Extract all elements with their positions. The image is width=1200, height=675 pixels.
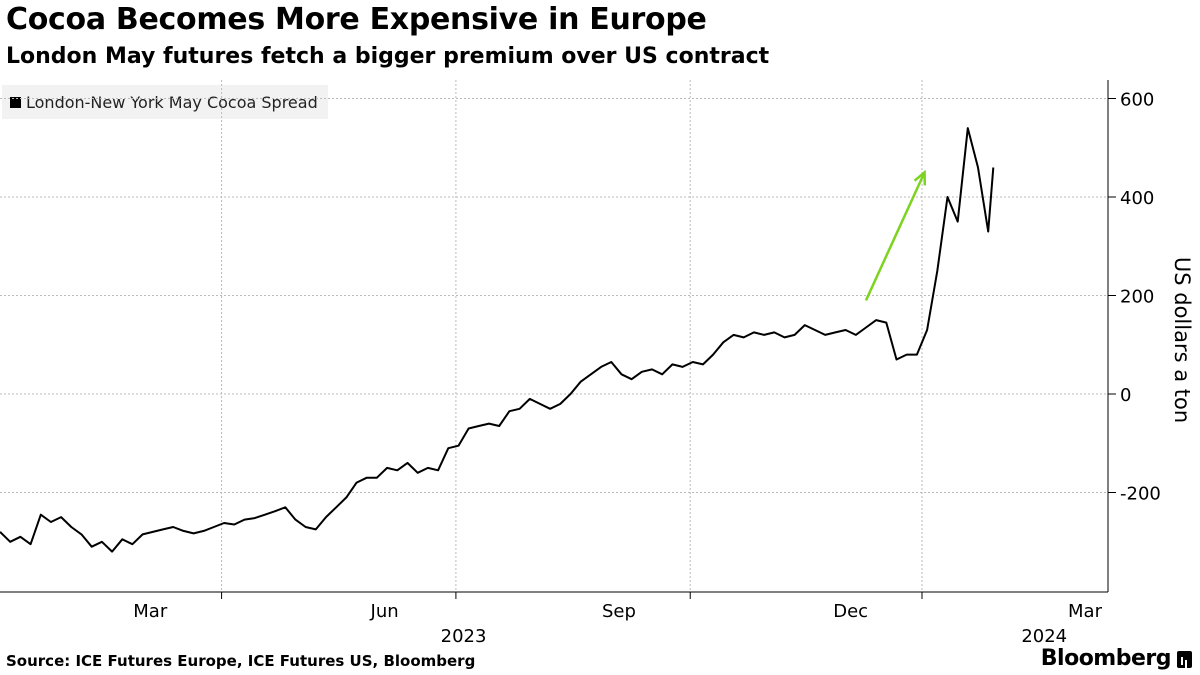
chart-subtitle: London May futures fetch a bigger premiu…	[6, 44, 770, 69]
legend: London-New York May Cocoa Spread	[2, 85, 328, 119]
x-tick-label: Mar	[1068, 601, 1103, 622]
terminal-icon	[1177, 651, 1192, 668]
trend-arrow-shaft	[864, 171, 926, 301]
y-tick-label: 400	[1120, 188, 1154, 209]
y-tick-label: 600	[1120, 90, 1154, 111]
x-tick-label: Mar	[133, 601, 168, 622]
trend-arrow-head	[913, 169, 927, 186]
brand-name: Bloomberg	[1040, 646, 1172, 671]
series-layer	[0, 127, 995, 553]
brand-logo: Bloomberg	[1041, 646, 1192, 671]
legend-swatch	[10, 96, 21, 108]
x-tick-label: Dec	[833, 601, 868, 622]
x-tick-label: Sep	[602, 601, 636, 622]
x-tick-label: Jun	[370, 601, 399, 622]
y-tick-label: -200	[1120, 484, 1161, 505]
x-year-label: 2023	[441, 626, 487, 647]
y-axis-title: US dollars a ton	[1170, 257, 1194, 423]
series-line	[0, 127, 995, 553]
y-tick-label: 200	[1120, 287, 1154, 308]
axes: 600 400 200 0 -200 Mar Jun Sep Dec Mar 2023 2024 US …	[0, 80, 1194, 647]
annotation-layer	[864, 169, 927, 301]
x-year-label: 2024	[1021, 626, 1067, 647]
source-note: Source: ICE Futures Europe, ICE Futures …	[6, 652, 476, 670]
legend-label: London-New York May Cocoa Spread	[26, 92, 318, 112]
chart-title: Cocoa Becomes More Expensive in Europe	[6, 2, 707, 37]
y-tick-label: 0	[1120, 385, 1131, 406]
grid-lines	[0, 80, 1108, 592]
